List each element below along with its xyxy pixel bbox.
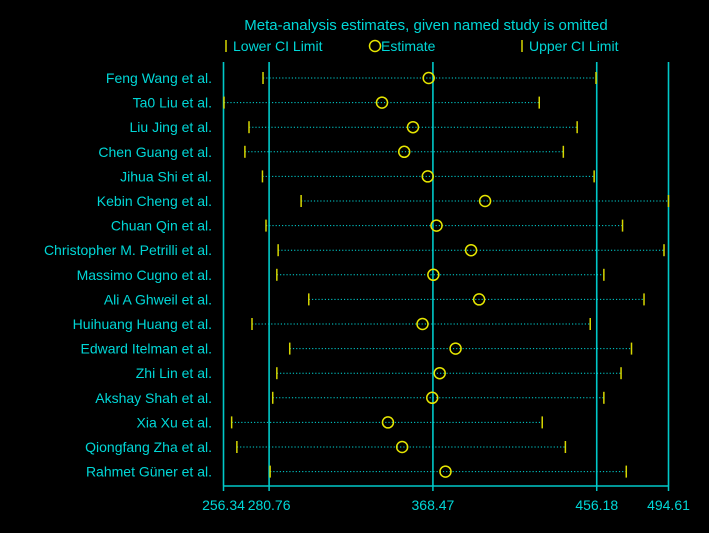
estimate-marker (464, 243, 478, 257)
study-label: Edward Itelman et al. (80, 341, 212, 357)
x-tick-label: 280.76 (248, 497, 291, 513)
study-row: Massimo Cugno et al. (77, 267, 605, 283)
estimate-marker (427, 268, 440, 282)
estimate-marker (472, 293, 486, 306)
study-label: Rahmet Güner et al. (86, 464, 212, 480)
x-tick-label: 368.47 (412, 497, 455, 513)
study-row: Zhi Lin et al. (136, 365, 622, 381)
legend-upper-label: Upper CI Limit (529, 38, 619, 54)
study-row: Ta0 Liu et al. (133, 95, 540, 111)
study-row: Jihua Shi et al. (120, 168, 595, 184)
study-row: Edward Itelman et al. (80, 341, 633, 357)
study-label: Huihuang Huang et al. (73, 316, 212, 332)
estimate-marker (478, 194, 492, 208)
study-row: Xia Xu et al. (137, 414, 543, 430)
study-row: Rahmet Güner et al. (86, 464, 628, 480)
study-label: Zhi Lin et al. (136, 365, 212, 381)
study-label: Jihua Shi et al. (120, 168, 212, 184)
estimate-marker (433, 366, 446, 380)
x-tick-label: 256.34 (202, 497, 245, 513)
x-axis: 256.34 280.76 368.47 456.18 494.61 (202, 485, 690, 513)
x-tick-label: 456.18 (575, 497, 618, 513)
study-row: Feng Wang et al. (106, 70, 597, 86)
study-row: Akshay Shah et al. (95, 390, 605, 406)
study-label: Akshay Shah et al. (95, 390, 212, 406)
estimate-marker (397, 145, 411, 159)
study-row: Ali A Ghweil et al. (104, 291, 645, 307)
study-rows: Feng Wang et al. Ta0 Liu et al. Liu Jing e… (44, 70, 670, 480)
estimate-marker (395, 440, 409, 454)
study-row: Kebin Cheng et al. (97, 193, 670, 209)
estimate-marker (425, 391, 439, 405)
legend-estimate-label: Estimate (381, 38, 436, 54)
study-label: Feng Wang et al. (106, 70, 212, 86)
study-row: Christopher M. Petrilli et al. (44, 242, 665, 258)
study-row: Liu Jing et al. (130, 119, 578, 135)
estimate-marker (449, 342, 462, 355)
chart-title: Meta-analysis estimates, given named stu… (244, 17, 608, 34)
estimate-marker (421, 170, 434, 183)
reference-lines (222, 62, 670, 486)
estimate-marker (416, 317, 429, 331)
legend: Lower CI Limit Estimate Upper CI Limit (225, 38, 619, 54)
study-label: Chuan Qin et al. (111, 218, 212, 234)
estimate-marker (406, 120, 420, 134)
study-label: Xia Xu et al. (137, 414, 213, 430)
study-row: Chen Guang et al. (98, 144, 565, 160)
estimate-marker (422, 71, 435, 85)
estimate-marker (430, 219, 443, 232)
study-label: Ta0 Liu et al. (133, 95, 212, 111)
estimate-marker (375, 96, 389, 109)
study-label: Ali A Ghweil et al. (104, 291, 212, 307)
legend-lower-label: Lower CI Limit (233, 38, 323, 54)
estimate-marker (439, 465, 452, 478)
legend-estimate-marker (368, 39, 382, 53)
study-row: Huihuang Huang et al. (73, 316, 591, 332)
study-label: Qiongfang Zha et al. (85, 439, 212, 455)
study-row: Chuan Qin et al. (111, 218, 624, 234)
study-label: Liu Jing et al. (130, 119, 213, 135)
x-tick-label: 494.61 (647, 497, 690, 513)
estimate-marker (381, 416, 395, 429)
study-label: Massimo Cugno et al. (77, 267, 212, 283)
study-label: Christopher M. Petrilli et al. (44, 242, 212, 258)
study-row: Qiongfang Zha et al. (85, 439, 567, 455)
study-label: Kebin Cheng et al. (97, 193, 212, 209)
study-label: Chen Guang et al. (98, 144, 212, 160)
